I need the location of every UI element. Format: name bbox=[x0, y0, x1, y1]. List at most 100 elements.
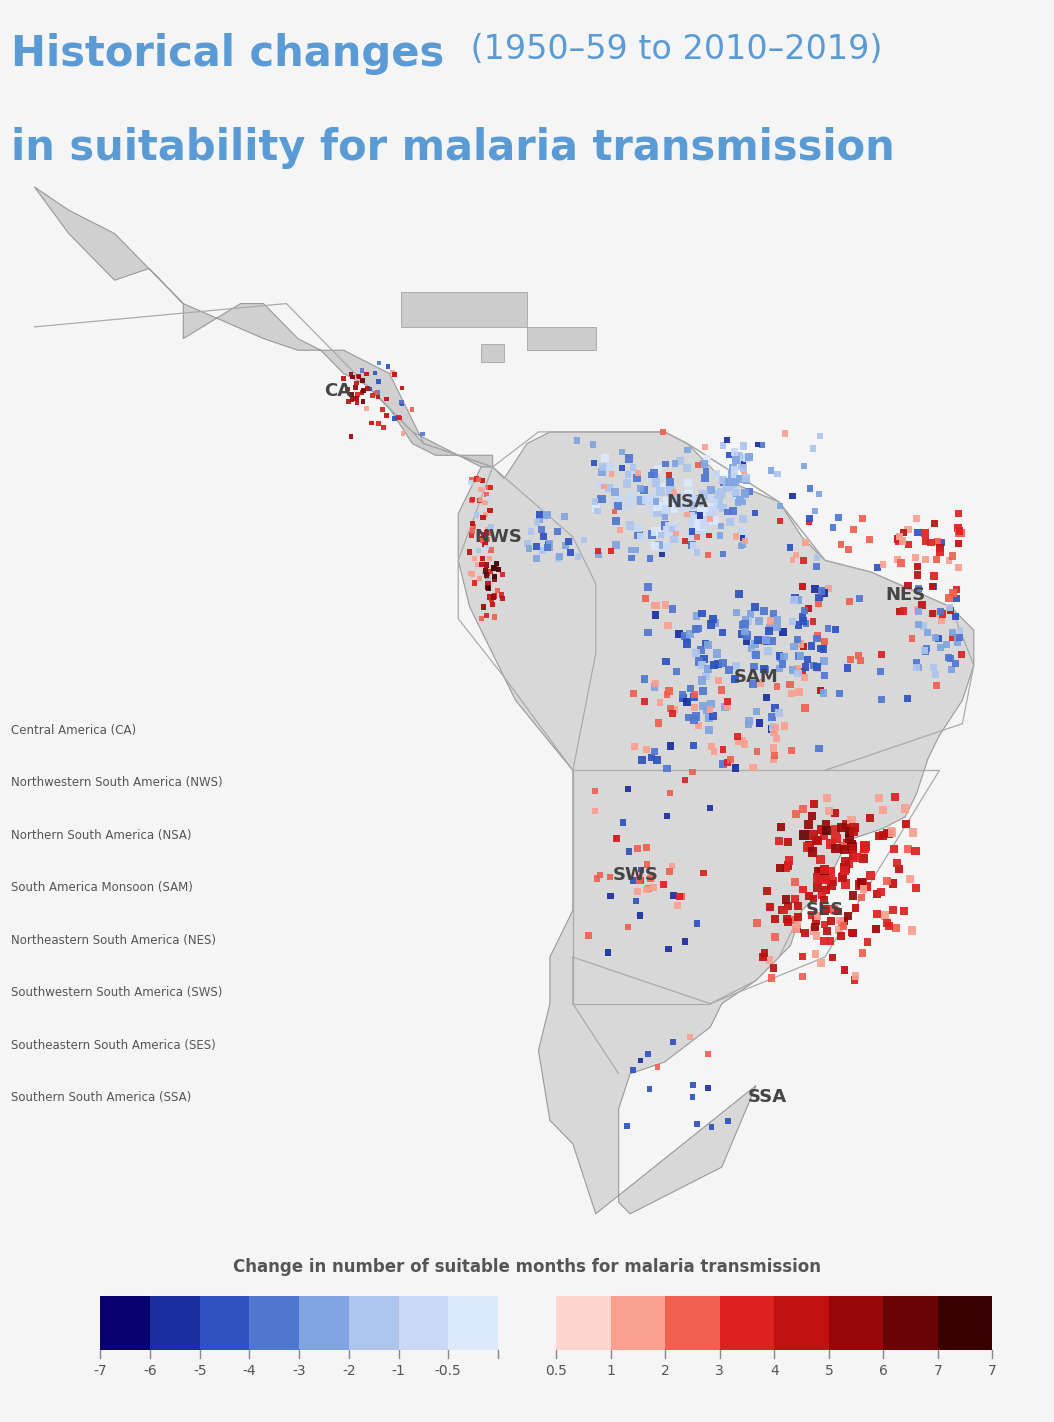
Bar bbox=[731, 479, 739, 486]
Bar bbox=[769, 610, 777, 617]
Bar bbox=[856, 653, 862, 660]
Bar bbox=[696, 522, 705, 532]
Bar bbox=[710, 661, 719, 670]
Bar bbox=[716, 491, 724, 499]
Bar bbox=[859, 853, 867, 863]
FancyBboxPatch shape bbox=[100, 1297, 150, 1351]
Text: -7: -7 bbox=[94, 1364, 108, 1378]
Bar bbox=[728, 465, 737, 472]
Bar bbox=[782, 896, 790, 903]
Bar bbox=[392, 373, 396, 377]
Bar bbox=[680, 694, 687, 701]
Bar bbox=[384, 414, 389, 418]
Bar bbox=[670, 893, 677, 899]
Bar bbox=[730, 493, 739, 502]
Bar bbox=[540, 533, 547, 540]
Bar bbox=[800, 643, 806, 650]
Bar bbox=[356, 374, 362, 380]
Bar bbox=[704, 641, 713, 648]
Bar bbox=[844, 546, 852, 553]
Bar bbox=[617, 493, 624, 502]
Bar bbox=[856, 596, 863, 603]
Bar bbox=[945, 654, 952, 661]
Bar bbox=[720, 503, 727, 512]
Bar bbox=[730, 465, 738, 474]
Bar bbox=[729, 482, 738, 491]
Bar bbox=[802, 620, 809, 627]
Bar bbox=[801, 464, 807, 469]
Polygon shape bbox=[527, 327, 596, 350]
Bar bbox=[642, 495, 650, 503]
Bar bbox=[795, 621, 802, 629]
Bar bbox=[488, 547, 493, 553]
FancyBboxPatch shape bbox=[828, 1297, 883, 1351]
Bar bbox=[468, 570, 473, 576]
Bar bbox=[637, 877, 643, 884]
Bar bbox=[726, 452, 733, 458]
Bar bbox=[702, 673, 710, 680]
Bar bbox=[844, 828, 854, 836]
Bar bbox=[623, 479, 631, 488]
Bar bbox=[932, 634, 939, 641]
Bar bbox=[781, 722, 788, 729]
Bar bbox=[643, 886, 650, 893]
Bar bbox=[392, 417, 397, 421]
Bar bbox=[495, 587, 501, 593]
Bar bbox=[647, 555, 653, 562]
Bar bbox=[367, 387, 372, 391]
Bar bbox=[954, 525, 961, 532]
Bar bbox=[647, 1086, 652, 1092]
Bar bbox=[644, 862, 650, 867]
Bar bbox=[601, 454, 608, 462]
Bar bbox=[820, 657, 827, 664]
Bar bbox=[826, 839, 836, 849]
Bar bbox=[929, 610, 936, 617]
Bar bbox=[809, 445, 816, 452]
Bar bbox=[648, 530, 656, 539]
Bar bbox=[930, 583, 937, 590]
Bar bbox=[488, 485, 493, 489]
Bar bbox=[669, 526, 676, 532]
Text: (1950–59 to 2010–2019): (1950–59 to 2010–2019) bbox=[460, 33, 882, 65]
Bar bbox=[695, 1121, 700, 1128]
Bar bbox=[841, 856, 851, 866]
Bar bbox=[820, 690, 827, 697]
Bar bbox=[842, 820, 851, 829]
Bar bbox=[470, 572, 475, 577]
Bar bbox=[652, 498, 659, 505]
Bar bbox=[652, 478, 660, 486]
Bar bbox=[748, 680, 757, 688]
Bar bbox=[650, 469, 658, 478]
Text: -3: -3 bbox=[292, 1364, 306, 1378]
Bar bbox=[754, 748, 760, 755]
Bar bbox=[808, 830, 818, 840]
Bar bbox=[705, 552, 710, 557]
Bar bbox=[954, 596, 960, 603]
Bar bbox=[904, 540, 912, 547]
Bar bbox=[915, 609, 921, 614]
Bar bbox=[815, 665, 821, 671]
Bar bbox=[701, 474, 709, 482]
Bar bbox=[630, 1066, 636, 1072]
Bar bbox=[666, 478, 674, 486]
Bar bbox=[794, 920, 801, 929]
Bar bbox=[699, 687, 707, 695]
Bar bbox=[792, 594, 799, 602]
Bar bbox=[485, 574, 490, 579]
Bar bbox=[820, 866, 829, 875]
Bar bbox=[699, 677, 706, 684]
Bar bbox=[731, 489, 740, 496]
Bar bbox=[809, 619, 817, 626]
Bar bbox=[650, 493, 660, 502]
Bar bbox=[468, 479, 473, 485]
Bar bbox=[690, 542, 698, 550]
Bar bbox=[761, 950, 768, 957]
Bar bbox=[641, 675, 648, 683]
Bar bbox=[894, 535, 902, 543]
Bar bbox=[914, 570, 921, 579]
Bar bbox=[488, 508, 492, 513]
Bar bbox=[782, 863, 789, 872]
Bar bbox=[765, 627, 774, 636]
Bar bbox=[473, 512, 479, 518]
Bar bbox=[638, 485, 644, 492]
